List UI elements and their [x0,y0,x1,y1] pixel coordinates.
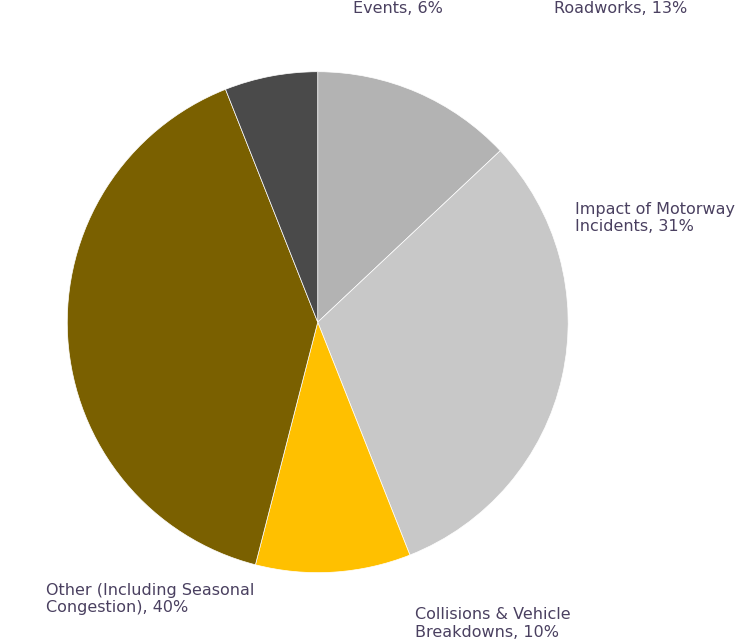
Wedge shape [317,150,568,555]
Text: Impact of Motorway
Incidents, 31%: Impact of Motorway Incidents, 31% [575,202,735,234]
Wedge shape [67,89,317,565]
Wedge shape [317,72,500,322]
Text: Collisions & Vehicle
Breakdowns, 10%: Collisions & Vehicle Breakdowns, 10% [415,608,571,640]
Wedge shape [255,322,410,573]
Text: Other (Including Seasonal
Congestion), 40%: Other (Including Seasonal Congestion), 4… [47,583,255,615]
Text: Events, 6%: Events, 6% [352,1,443,16]
Wedge shape [226,72,317,322]
Text: Roadworks, 13%: Roadworks, 13% [554,1,687,16]
